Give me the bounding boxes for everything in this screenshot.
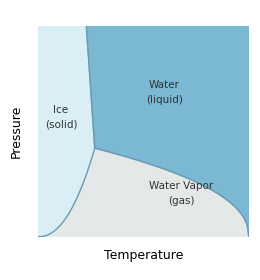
Polygon shape: [38, 148, 249, 237]
Text: Pressure: Pressure: [10, 104, 23, 158]
Polygon shape: [38, 26, 95, 237]
Text: Temperature: Temperature: [104, 249, 183, 262]
Text: Ice: Ice: [53, 105, 69, 115]
Text: (solid): (solid): [45, 120, 77, 130]
Text: (liquid): (liquid): [146, 95, 183, 104]
Polygon shape: [86, 26, 249, 237]
Text: (gas): (gas): [168, 196, 194, 206]
Text: Water: Water: [149, 80, 180, 90]
Text: Water Vapor: Water Vapor: [149, 181, 213, 191]
